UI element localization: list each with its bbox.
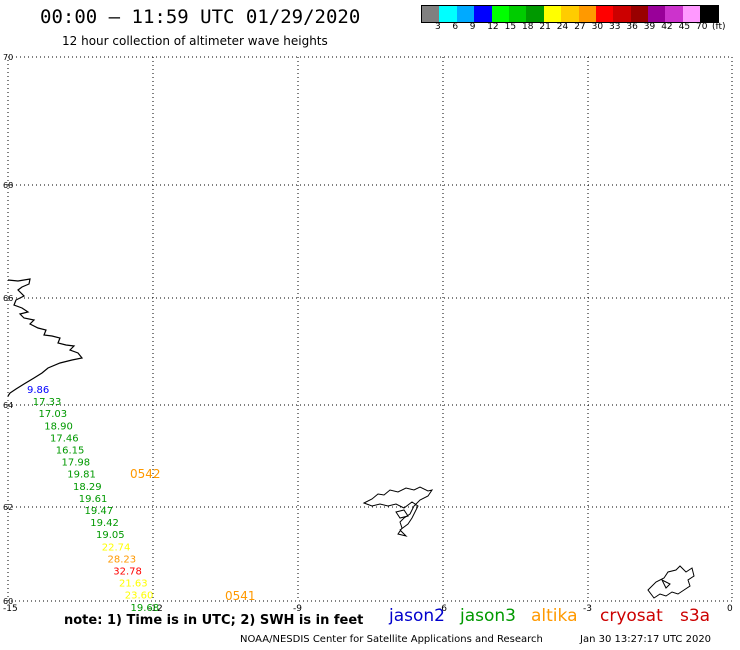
wave-height-observation: 19.05 [96, 530, 125, 541]
color-scale-label: 6 [452, 22, 459, 32]
longitude-tick-label: -6 [438, 604, 447, 614]
wave-height-observation: 19.61 [79, 494, 108, 505]
color-scale-label: 12 [487, 22, 499, 32]
pass-time-tag: 0542 [130, 467, 161, 481]
iceland-coastline [7, 278, 84, 397]
color-scale-label: 36 [626, 22, 638, 32]
wave-height-observation: 32.78 [113, 567, 142, 578]
wave-height-observation: 23.60 [125, 591, 154, 602]
sat-legend-jason2: jason2 [389, 606, 445, 626]
color-swatch [561, 6, 579, 22]
color-scale-label: 9 [469, 22, 476, 32]
latitude-tick-label: 62 [3, 503, 13, 512]
color-scale-bar [421, 5, 719, 23]
wave-height-observation: 18.29 [73, 482, 102, 493]
wave-height-observation: 19.68 [131, 603, 160, 614]
latitude-tick-label: 66 [3, 294, 13, 303]
longitude-tick-label: -3 [583, 604, 592, 614]
wave-height-observation: 22.74 [102, 542, 131, 553]
sat-legend-s3a: s3a [680, 606, 711, 626]
color-scale-label: 30 [591, 22, 604, 32]
shetland-islet [660, 578, 671, 589]
color-scale-label: 27 [574, 22, 586, 32]
wave-height-observation: 19.47 [85, 506, 114, 517]
color-swatch [682, 6, 701, 22]
color-scale-label: 15 [504, 22, 517, 32]
latitude-tick-label: 70 [3, 53, 13, 62]
wave-height-observation: 19.81 [67, 470, 96, 481]
shetland-islands-outline [647, 565, 695, 599]
color-swatch [439, 6, 457, 22]
color-scale-label: 70 [696, 22, 708, 32]
latitude-tick-label: 68 [3, 181, 13, 190]
sat-legend-jason3: jason3 [460, 606, 516, 626]
wave-height-observation: 28.23 [108, 554, 137, 565]
pass-time-tag: 0541 [225, 589, 256, 603]
color-swatch [630, 6, 649, 22]
sat-legend-altika: altika [531, 606, 578, 626]
faroe-islands-outline [362, 486, 434, 537]
wave-height-observation: 17.33 [33, 397, 62, 408]
wave-height-observation: 17.46 [50, 433, 79, 444]
color-scale-label: 24 [556, 22, 569, 32]
color-swatch [422, 6, 440, 22]
color-scale-label: 18 [522, 22, 534, 32]
wave-height-observation: 16.15 [56, 446, 85, 457]
color-swatch [543, 6, 562, 22]
faroe-islet [395, 509, 409, 519]
footer-timestamp: Jan 30 13:27:17 UTC 2020 [580, 634, 712, 645]
wave-height-observation: 18.90 [44, 421, 73, 432]
longitude-tick-label: -15 [3, 604, 18, 614]
color-swatch [578, 6, 596, 22]
color-swatch [613, 6, 631, 22]
longitude-tick-label: -9 [293, 604, 302, 614]
latitude-tick-label: 64 [3, 401, 13, 410]
color-swatch [700, 6, 718, 22]
latitude-tick-label: 60 [3, 597, 13, 606]
longitude-tick-label: -12 [148, 604, 163, 614]
color-scale-label: 33 [609, 22, 621, 32]
wave-height-observation: 21.63 [119, 579, 148, 590]
color-swatch [526, 6, 544, 22]
footer-credit: NOAA/NESDIS Center for Satellite Applica… [240, 634, 543, 645]
note-text: note: 1) Time is in UTC; 2) SWH is in fe… [64, 613, 364, 628]
color-swatch [474, 6, 492, 22]
color-scale-label: 45 [678, 22, 691, 32]
color-swatch [648, 6, 666, 22]
color-scale-label: 21 [539, 22, 551, 32]
color-scale-label: 39 [643, 22, 656, 32]
map-title: 00:00 – 11:59 UTC 01/29/2020 [40, 6, 361, 28]
map-frame [7, 56, 733, 602]
wave-height-observation: 17.03 [39, 409, 68, 420]
color-swatch [508, 6, 527, 22]
color-scale-label: 42 [661, 22, 673, 32]
wave-height-observation: 9.86 [27, 385, 49, 396]
longitude-tick-label: 0 [727, 604, 733, 614]
color-swatch [491, 6, 509, 22]
color-swatch [456, 6, 475, 22]
color-swatch [665, 6, 683, 22]
color-scale-label: 3 [435, 22, 441, 32]
map-subtitle: 12 hour collection of altimeter wave hei… [62, 34, 328, 48]
color-swatch [595, 6, 614, 22]
sat-legend-cryosat: cryosat [600, 606, 663, 626]
wave-height-observation: 17.98 [62, 458, 91, 469]
color-scale-unit: (ft) [712, 22, 726, 32]
wave-height-observation: 19.42 [90, 518, 119, 529]
